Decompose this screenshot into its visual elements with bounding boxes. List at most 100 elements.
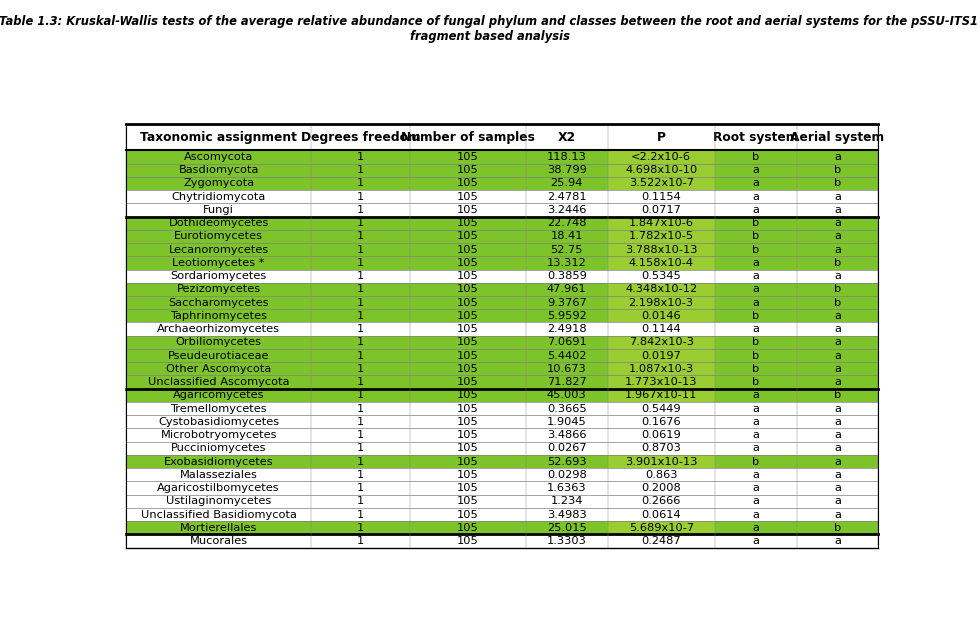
Text: b: b	[752, 231, 760, 242]
Text: a: a	[753, 324, 760, 334]
Bar	[126, 415, 878, 428]
Text: a: a	[753, 430, 760, 440]
Text: 1: 1	[357, 483, 365, 493]
Text: a: a	[834, 231, 841, 242]
Text: 0.3859: 0.3859	[547, 271, 587, 281]
Text: a: a	[834, 377, 841, 387]
Text: 18.41: 18.41	[551, 231, 583, 242]
Text: b: b	[752, 152, 760, 162]
Text: 1: 1	[357, 284, 365, 294]
Bar	[608, 243, 715, 256]
Text: a: a	[753, 179, 760, 188]
Bar	[126, 428, 878, 442]
Text: b: b	[752, 377, 760, 387]
Bar	[126, 323, 878, 336]
Text: 105: 105	[457, 483, 479, 493]
Text: 105: 105	[457, 152, 479, 162]
Text: Pseudeurotiaceae: Pseudeurotiaceae	[168, 350, 270, 360]
Bar	[608, 362, 715, 376]
Text: 2.4781: 2.4781	[547, 192, 586, 201]
Bar	[126, 256, 878, 269]
Text: Unclassified Basidiomycota: Unclassified Basidiomycota	[141, 509, 297, 520]
Text: 105: 105	[457, 470, 479, 480]
Text: 5.4402: 5.4402	[547, 350, 586, 360]
Text: 0.863: 0.863	[645, 470, 677, 480]
Text: 1: 1	[357, 271, 365, 281]
Bar	[608, 296, 715, 309]
Text: 1.9045: 1.9045	[547, 417, 587, 427]
Text: 13.312: 13.312	[547, 258, 587, 268]
Text: 105: 105	[457, 218, 479, 228]
Text: 118.13: 118.13	[547, 152, 587, 162]
Text: 1: 1	[357, 311, 365, 321]
Text: 105: 105	[457, 311, 479, 321]
Text: 3.522x10-7: 3.522x10-7	[629, 179, 694, 188]
Text: Lecanoromycetes: Lecanoromycetes	[169, 245, 269, 255]
Text: Degrees freedom: Degrees freedom	[301, 131, 420, 144]
Bar	[126, 508, 878, 521]
Bar	[126, 203, 878, 216]
Text: 3.4983: 3.4983	[547, 509, 587, 520]
Text: 1: 1	[357, 337, 365, 347]
Text: 3.4866: 3.4866	[547, 430, 586, 440]
Bar	[608, 230, 715, 243]
Text: Basdiomycota: Basdiomycota	[178, 165, 259, 175]
Text: Orbiliomycetes: Orbiliomycetes	[175, 337, 262, 347]
Text: a: a	[834, 245, 841, 255]
Text: a: a	[753, 523, 760, 533]
Bar	[126, 481, 878, 494]
Text: 1: 1	[357, 245, 365, 255]
Text: 105: 105	[457, 417, 479, 427]
Text: 1: 1	[357, 350, 365, 360]
Text: 1: 1	[357, 179, 365, 188]
Text: Exobasidiomycetes: Exobasidiomycetes	[164, 457, 273, 467]
Text: 1: 1	[357, 231, 365, 242]
Text: a: a	[753, 509, 760, 520]
Text: 1: 1	[357, 391, 365, 400]
Text: 105: 105	[457, 364, 479, 374]
Text: a: a	[834, 496, 841, 506]
Text: a: a	[834, 337, 841, 347]
Text: a: a	[834, 271, 841, 281]
Text: 105: 105	[457, 523, 479, 533]
Bar	[126, 190, 878, 203]
Bar	[126, 124, 878, 150]
Text: 3.788x10-13: 3.788x10-13	[625, 245, 698, 255]
Text: 105: 105	[457, 536, 479, 546]
Text: a: a	[753, 483, 760, 493]
Text: a: a	[834, 324, 841, 334]
Text: Agaricostilbomycetes: Agaricostilbomycetes	[158, 483, 280, 493]
Bar	[126, 336, 878, 349]
Text: 105: 105	[457, 337, 479, 347]
Text: 0.2487: 0.2487	[642, 536, 681, 546]
Text: b: b	[752, 364, 760, 374]
Text: 0.2666: 0.2666	[642, 496, 681, 506]
Text: 38.799: 38.799	[547, 165, 587, 175]
Text: a: a	[753, 536, 760, 546]
Text: Saccharomycetes: Saccharomycetes	[169, 298, 269, 308]
Text: b: b	[752, 245, 760, 255]
Text: a: a	[753, 205, 760, 215]
Bar	[126, 442, 878, 455]
Text: a: a	[834, 483, 841, 493]
Text: 105: 105	[457, 205, 479, 215]
Text: 0.1154: 0.1154	[641, 192, 681, 201]
Text: 105: 105	[457, 324, 479, 334]
Text: 1.087x10-3: 1.087x10-3	[628, 364, 694, 374]
Text: Aerial system: Aerial system	[790, 131, 884, 144]
Text: 105: 105	[457, 258, 479, 268]
Text: 105: 105	[457, 391, 479, 400]
Text: 0.0197: 0.0197	[641, 350, 681, 360]
Text: 1: 1	[357, 509, 365, 520]
Text: a: a	[753, 192, 760, 201]
Text: 2.198x10-3: 2.198x10-3	[628, 298, 694, 308]
Bar	[126, 216, 878, 230]
Text: 105: 105	[457, 271, 479, 281]
Bar	[608, 150, 715, 164]
Text: 71.827: 71.827	[547, 377, 587, 387]
Text: 1: 1	[357, 430, 365, 440]
Text: 105: 105	[457, 496, 479, 506]
Text: 1: 1	[357, 377, 365, 387]
Text: a: a	[834, 417, 841, 427]
Text: 0.0614: 0.0614	[642, 509, 681, 520]
